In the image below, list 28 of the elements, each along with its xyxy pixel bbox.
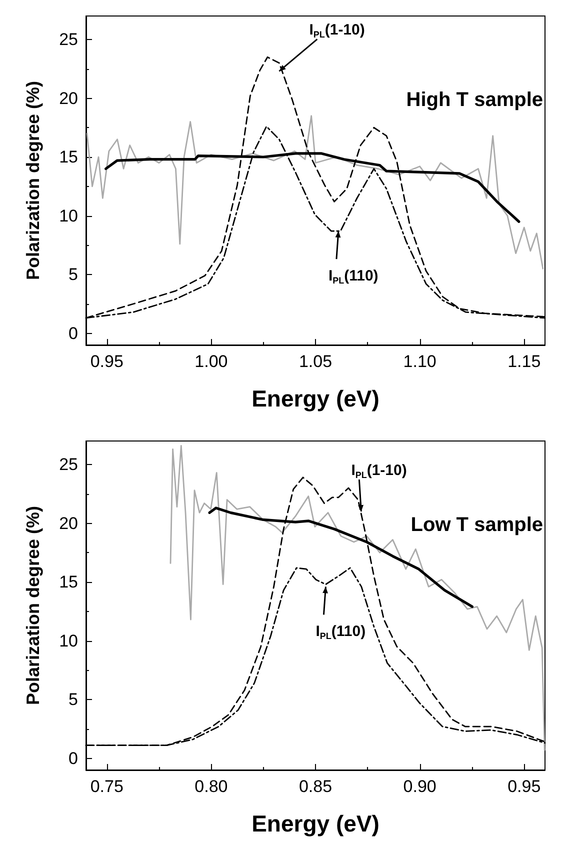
- x-tick-label: 1.00: [194, 352, 228, 371]
- annotation: Low T sample: [410, 514, 544, 536]
- y-tick-label: 15: [59, 572, 78, 592]
- y-axis-title: Polarization degree (%): [23, 506, 43, 706]
- y-tick-label: 25: [59, 30, 78, 49]
- x-tick-label: 1.10: [403, 352, 436, 371]
- x-tick-label: 0.75: [90, 777, 124, 796]
- y-tick-label: 10: [59, 206, 78, 226]
- x-axis-title: Energy (eV): [252, 386, 380, 412]
- x-tick-label: 1.05: [298, 352, 332, 371]
- x-tick-label: 0.85: [298, 777, 332, 796]
- x-axis-title: Energy (eV): [252, 810, 380, 836]
- y-axis-title: Polarization degree (%): [23, 80, 43, 280]
- x-tick-label: 0.90: [403, 777, 436, 796]
- x-tick-label: 0.95: [508, 777, 541, 796]
- x-tick-label: 1.15: [508, 352, 541, 371]
- y-tick-label: 5: [68, 265, 78, 284]
- y-tick-label: 0: [68, 748, 78, 768]
- y-tick-label: 0: [68, 324, 78, 343]
- x-tick-label: 0.95: [90, 352, 124, 371]
- y-tick-label: 15: [59, 148, 78, 166]
- annotation: High T sample: [406, 89, 544, 111]
- x-tick-label: 0.80: [194, 777, 228, 796]
- y-tick-label: 25: [59, 455, 78, 474]
- y-tick-label: 20: [59, 88, 78, 108]
- y-tick-label: 10: [59, 631, 78, 650]
- y-tick-label: 5: [68, 690, 78, 709]
- y-tick-label: 20: [59, 514, 78, 533]
